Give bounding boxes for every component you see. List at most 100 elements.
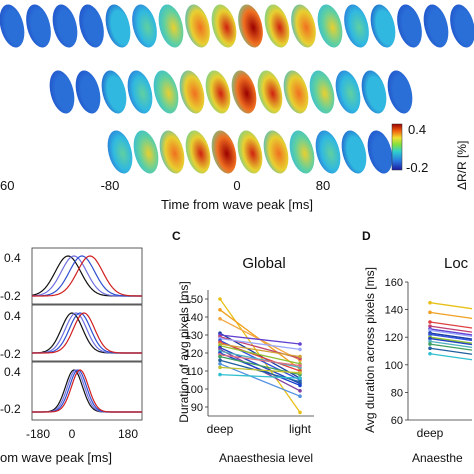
brain-map [79,4,104,48]
series-point [428,300,432,305]
series-point [428,328,432,333]
brain-map [309,70,335,114]
y-tick-label: 100 [385,360,403,372]
brain-map [179,70,205,114]
series-line [429,302,473,310]
brain-map [344,4,369,48]
series-point [298,389,302,393]
panel-d-letter: D [362,229,371,243]
series-point [298,347,302,352]
y-tick-label: 60 [391,415,403,427]
x-tick-label: deep [417,426,444,440]
brain-map [127,70,153,114]
panel-b-xtick-left: -180 [26,427,50,441]
y-tick-label: 120 [385,332,403,344]
waveform-trace [32,312,142,354]
panel-d-local: D Loc Avg duration across pixels [ms] 16… [362,229,473,465]
brain-map [341,130,367,174]
panel-d-xlabel: Anaesthe [412,451,463,465]
brain-map [153,70,179,114]
y-tick-label: 140 [185,312,203,324]
brain-map [315,130,341,174]
brain-map [101,70,127,114]
waveform-trace [32,312,142,354]
top-tick-60: 60 [0,178,14,193]
brain-map [238,4,263,48]
panel-b-ytick-0-top: 0.4 [4,251,21,265]
series-line [429,347,473,355]
brain-map [105,4,131,48]
brain-map [185,130,211,174]
series-point [428,320,432,324]
y-tick-label: 110 [185,366,203,378]
y-tick-label: 100 [185,384,203,396]
brain-map [132,4,157,48]
brain-map [185,4,210,48]
panel-d-title: Loc [444,255,469,272]
y-tick-label: 140 [385,305,403,317]
y-tick-label: 130 [185,330,203,342]
brain-map [289,130,315,174]
brain-map [211,130,237,174]
series-point [298,383,302,388]
panel-b-ytick-1-top: 0.4 [4,309,21,323]
series-point [218,365,222,370]
brain-map [370,4,396,48]
waveform-trace [32,369,142,413]
brain-map [205,70,231,114]
series-line [429,311,473,320]
brain-map [361,70,387,114]
series-point [218,297,222,301]
x-tick-label: light [289,422,312,436]
brain-map [107,130,133,174]
series-point [428,339,432,344]
brain-map [158,4,184,48]
series-point [428,332,432,337]
series-point [428,346,432,351]
brain-map [211,4,237,48]
series-line [219,354,301,367]
series-point [428,342,432,346]
top-tick-0: 0 [233,178,240,193]
brain-map [133,130,159,174]
brain-map [264,4,290,48]
series-line [429,340,473,348]
series-point [218,308,222,312]
panel-b-ytick-2-bottom: -0.2 [0,402,21,416]
brain-map [317,4,343,48]
series-point [218,358,222,363]
brain-map [237,130,263,174]
series-point [298,394,302,399]
waveform-trace [32,312,142,354]
colorbar-min-label: -0.2 [406,160,428,175]
brain-map [26,4,51,48]
series-line [219,373,301,379]
series-line [219,345,301,365]
series-line [219,334,301,345]
series-point [298,410,302,415]
panel-b-ytick-0-bottom: -0.2 [0,289,21,303]
panel-b-waveforms: 0.4 -0.2 0.4 -0.2 0.4 -0.2 -180 0 180 om… [0,247,143,465]
brain-map [367,130,393,174]
series-line [219,363,301,397]
series-point [298,376,302,381]
series-point [428,324,432,328]
top-tick-80: 80 [316,178,330,193]
series-line [429,329,473,337]
waveform-trace [32,255,142,297]
series-line [429,321,473,329]
top-tick-minus80: -80 [101,178,120,193]
brain-map [397,4,422,48]
brain-map [291,4,316,48]
series-line [429,337,473,346]
panel-c-letter: C [172,229,181,243]
series-point [428,310,432,315]
brain-map [335,70,361,114]
series-point [218,362,222,366]
brain-map [75,70,101,114]
series-line [429,336,473,344]
panel-b-ytick-1-bottom: -0.2 [0,347,21,361]
waveform-trace [32,312,142,354]
panel-b-xlabel: om wave peak [ms] [0,450,112,465]
